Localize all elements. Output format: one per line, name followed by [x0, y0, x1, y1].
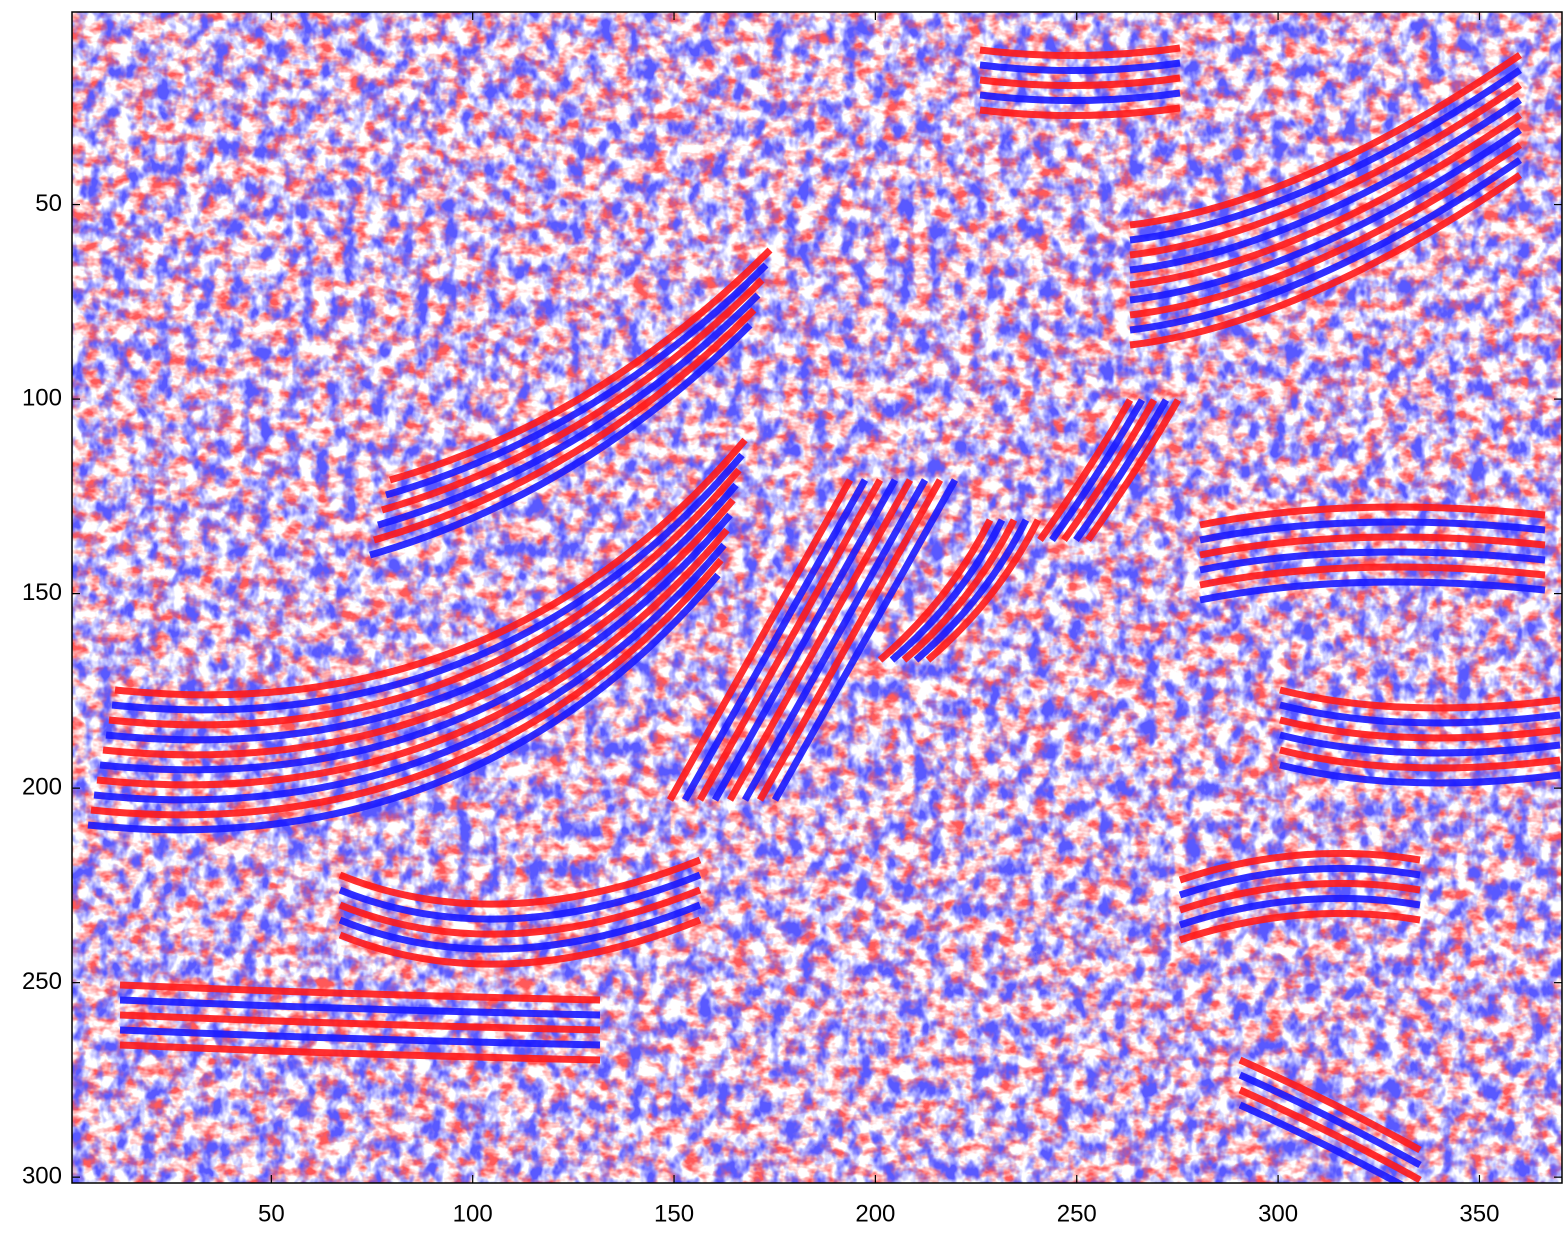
x-tick-label: 350	[1459, 1200, 1499, 1227]
y-tick-label: 250	[22, 968, 62, 995]
y-tick-label: 100	[22, 384, 62, 411]
x-tick-label: 300	[1258, 1200, 1298, 1227]
y-tick-label: 50	[35, 190, 62, 217]
x-tick-label: 150	[654, 1200, 694, 1227]
x-tick-label: 50	[258, 1200, 285, 1227]
y-tick-label: 300	[22, 1163, 62, 1190]
y-tick-label: 150	[22, 579, 62, 606]
y-tick-label: 200	[22, 773, 62, 800]
x-tick-label: 100	[453, 1200, 493, 1227]
image-area	[72, 12, 1562, 1195]
x-tick-label: 250	[1057, 1200, 1097, 1227]
x-tick-label: 200	[855, 1200, 895, 1227]
page: 5010015020025030035050100150200250300 ((…	[0, 0, 1564, 1235]
chart: 50 100 150 200 250 300 350 50 100 150 200 250 300	[0, 0, 1564, 1235]
